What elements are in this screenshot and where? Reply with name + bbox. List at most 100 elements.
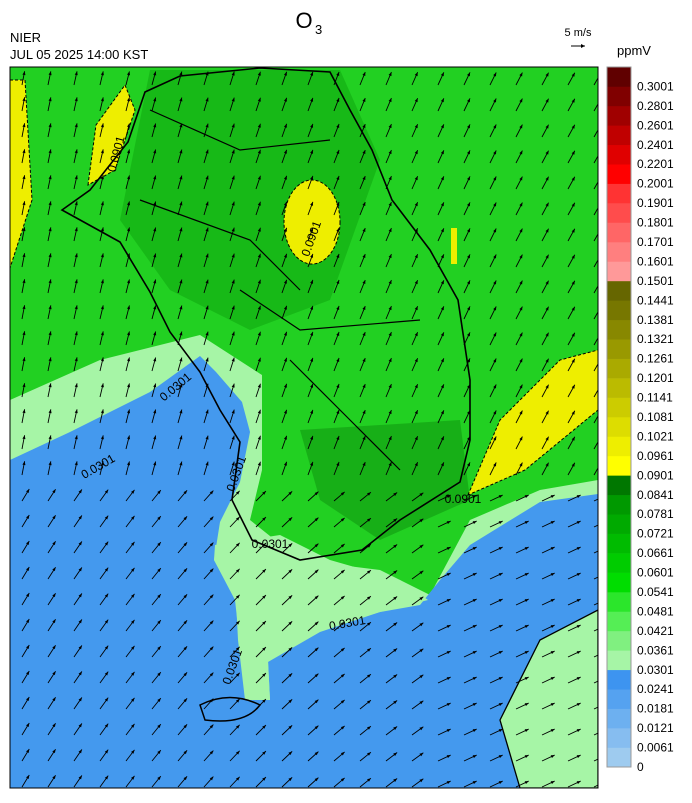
wind-arrowhead	[440, 384, 444, 389]
wind-arrowhead	[440, 306, 444, 311]
wind-arrowhead	[550, 651, 555, 655]
wind-arrowhead	[131, 749, 135, 754]
wind-arrowhead	[78, 515, 82, 520]
wind-arrowhead	[209, 594, 214, 599]
wind-arrowhead	[231, 409, 235, 414]
wind-arrowhead	[393, 518, 398, 522]
wind-arrowhead	[257, 435, 261, 440]
wind-arrowhead	[100, 201, 104, 206]
wind-arrowhead	[310, 357, 314, 362]
wind-arrow	[593, 524, 598, 528]
wind-arrowhead	[498, 755, 503, 759]
wind-arrowhead	[183, 698, 188, 703]
wind-arrowhead	[498, 573, 503, 577]
wind-arrowhead	[205, 279, 209, 284]
colorbar-tick-label: 0.2401	[637, 138, 674, 152]
wind-arrowhead	[388, 202, 392, 207]
wind-arrow	[593, 337, 598, 346]
wind-arrowhead	[48, 149, 52, 154]
wind-arrowhead	[283, 357, 287, 362]
wind-arrowhead	[22, 461, 26, 466]
wind-arrowhead	[127, 71, 131, 76]
wind-arrowhead	[314, 543, 319, 548]
wind-arrowhead	[467, 150, 471, 155]
colorbar-tick-label: 0.1901	[637, 196, 674, 210]
wind-arrowhead	[467, 410, 471, 415]
wind-arrowhead	[257, 331, 261, 336]
wind-arrowhead	[446, 703, 451, 707]
wind-arrowhead	[131, 489, 135, 494]
wind-arrowhead	[127, 97, 131, 102]
wind-arrowhead	[22, 305, 26, 310]
wind-arrowhead	[127, 409, 131, 414]
wind-arrow	[593, 77, 598, 86]
wind-arrowhead	[336, 253, 340, 258]
wind-arrowhead	[288, 491, 293, 496]
datetime: JUL 05 2025 14:00 KST	[10, 47, 148, 62]
wind-arrowhead	[493, 358, 497, 363]
wind-arrowhead	[419, 648, 424, 653]
colorbar-tick-label: 0.0721	[637, 527, 674, 541]
wind-arrowhead	[388, 358, 392, 363]
wind-arrowhead	[183, 542, 188, 547]
wind-arrowhead	[310, 123, 314, 128]
wind-arrowhead	[467, 436, 471, 441]
wind-arrowhead	[262, 699, 266, 703]
wind-arrowhead	[74, 357, 78, 362]
wind-arrowhead	[183, 750, 188, 755]
wind-arrowhead	[205, 201, 209, 206]
wind-arrowhead	[283, 253, 287, 258]
wind-arrowhead	[362, 306, 366, 311]
colorbar-swatch	[607, 86, 631, 107]
wind-arrowhead	[262, 491, 266, 495]
wind-arrowhead	[519, 150, 523, 155]
wind-arrowhead	[340, 699, 345, 704]
wind-arrowhead	[498, 625, 503, 629]
wind-arrowhead	[52, 619, 56, 624]
wind-arrowhead	[231, 123, 235, 128]
ozone-field-darker	[300, 420, 470, 540]
wind-arrowhead	[231, 331, 235, 336]
wind-arrowhead	[446, 729, 451, 733]
wind-arrowhead	[493, 306, 497, 311]
wind-arrowhead	[205, 305, 209, 310]
wind-arrowhead	[314, 491, 319, 496]
wind-arrowhead	[52, 775, 56, 780]
colorbar-tick-label: 0.1501	[637, 274, 674, 288]
wind-arrowhead	[257, 279, 261, 284]
wind-arrowhead	[467, 306, 471, 311]
wind-arrowhead	[48, 123, 52, 128]
wind-arrowhead	[440, 436, 444, 441]
wind-arrowhead	[52, 645, 56, 650]
wind-arrowhead	[283, 305, 287, 310]
colorbar-tick-label: 0.0241	[637, 682, 674, 696]
wind-arrowhead	[524, 521, 529, 525]
ozone-high-region	[283, 179, 341, 265]
wind-arrowhead	[100, 227, 104, 232]
wind-arrowhead	[209, 490, 214, 495]
wind-arrowhead	[603, 755, 607, 758]
wind-arrowhead	[314, 699, 319, 704]
wind-arrowhead	[493, 384, 497, 389]
wind-arrowhead	[393, 752, 398, 756]
wind-arrowhead	[231, 253, 235, 258]
wind-arrowhead	[550, 625, 555, 629]
wind-arrowhead	[419, 752, 424, 757]
wind-arrowhead	[153, 123, 157, 128]
wind-arrowhead	[419, 544, 424, 549]
wind-arrowhead	[545, 462, 549, 467]
wind-arrowhead	[314, 517, 319, 522]
colorbar-tick-label: 0.1261	[637, 352, 674, 366]
wind-arrowhead	[179, 123, 183, 128]
wind-arrowhead	[127, 175, 131, 180]
wind-arrowhead	[104, 619, 109, 624]
wind-arrowhead	[22, 279, 26, 284]
wind-arrowhead	[209, 646, 214, 651]
wind-arrowhead	[493, 124, 497, 129]
colorbar-swatch	[607, 553, 631, 573]
wind-arrowhead	[440, 410, 444, 415]
wind-arrowhead	[519, 228, 523, 233]
wind-arrowhead	[231, 435, 235, 440]
colorbar-tick-label: 0.3001	[637, 79, 674, 93]
wind-arrowhead	[283, 71, 287, 76]
